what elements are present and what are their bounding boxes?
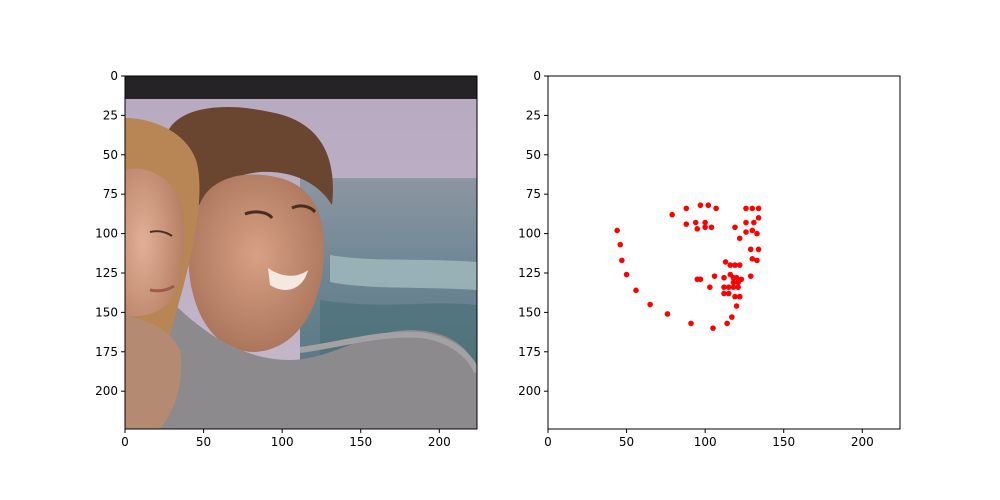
landmark-point [669, 211, 675, 218]
landmark-point [725, 284, 732, 290]
landmark-point [697, 276, 704, 283]
landmark-point [747, 273, 754, 279]
right-x-tick-label: 0 [544, 435, 552, 449]
right-x-tick-label: 100 [694, 435, 717, 449]
left-x-tick-label: 100 [271, 435, 294, 449]
landmark-point [730, 284, 737, 290]
landmark-point [702, 219, 708, 226]
face-photo [125, 76, 477, 429]
landmark-point [664, 311, 671, 317]
landmark-point [732, 293, 738, 300]
landmark-point [733, 303, 740, 309]
right-x-tick-label: 200 [851, 435, 874, 449]
right-y-tick-label: 200 [518, 384, 541, 398]
right-x-tick-label: 50 [619, 435, 634, 449]
landmark-point [708, 224, 715, 231]
left-y-axis: 0 25 50 75 100 125 150 175 200 [95, 69, 125, 398]
landmark-point [697, 202, 704, 209]
left-y-tick-label: 0 [110, 69, 118, 83]
landmark-point [692, 219, 699, 226]
landmark-point [749, 227, 756, 234]
landmark-point [732, 262, 738, 268]
landmark-point [754, 257, 760, 264]
right-y-tick-label: 175 [518, 345, 541, 359]
landmark-point [730, 279, 737, 286]
landmark-point [688, 320, 694, 327]
landmark-point [724, 320, 730, 327]
landmark-point [707, 284, 713, 290]
landmark-point [694, 226, 701, 232]
landmark-point [735, 284, 741, 290]
landmark-points [614, 202, 762, 331]
landmark-point [743, 219, 749, 226]
landmark-point [733, 274, 740, 281]
landmark-point [736, 235, 743, 242]
landmark-point [619, 257, 625, 264]
landmark-point [683, 205, 690, 212]
landmark-point [743, 229, 749, 235]
landmark-point [729, 314, 735, 320]
left-y-tick-label: 25 [103, 108, 118, 122]
landmark-point [743, 205, 749, 212]
right-x-tick-label: 150 [772, 435, 795, 449]
landmark-point [722, 259, 729, 265]
landmark-point [749, 205, 756, 212]
right-y-tick-label: 75 [526, 187, 541, 201]
landmark-point [736, 293, 743, 300]
landmark-point [702, 224, 708, 231]
left-y-tick-label: 125 [95, 266, 118, 280]
left-y-tick-label: 50 [103, 148, 118, 162]
landmark-point [617, 241, 624, 248]
landmark-point [713, 205, 719, 212]
left-axes-frame [124, 75, 478, 430]
right-x-axis: 0 50 100 150 200 [544, 429, 874, 449]
landmark-point [747, 246, 754, 253]
landmark-point [683, 221, 690, 227]
landmark-point [647, 301, 653, 308]
landmark-point [633, 287, 639, 294]
right-y-tick-label: 25 [526, 108, 541, 122]
right-y-tick-label: 150 [518, 305, 541, 319]
left-y-tick-label: 150 [95, 305, 118, 319]
right-y-tick-label: 100 [518, 227, 541, 241]
landmark-point [721, 290, 727, 297]
landmark-point [751, 219, 757, 226]
right-y-tick-label: 125 [518, 266, 541, 280]
landmark-point [711, 273, 718, 279]
landmark-point [721, 274, 727, 281]
landmark-point [755, 215, 762, 221]
landmark-point [614, 227, 620, 234]
landmark-panel: 0 50 100 150 200 0 25 50 75 100 125 150 175 200 [518, 69, 901, 449]
left-x-tick-label: 50 [196, 435, 211, 449]
landmark-point [755, 205, 762, 212]
landmark-point [755, 246, 762, 253]
landmark-point [705, 202, 712, 209]
landmark-point [721, 284, 727, 290]
photo-panel: 0 50 100 150 200 0 25 50 75 100 125 150 175 200 [95, 69, 478, 449]
landmark-point [749, 256, 756, 262]
left-y-tick-label: 100 [95, 227, 118, 241]
left-y-tick-label: 75 [103, 187, 118, 201]
right-y-axis: 0 25 50 75 100 125 150 175 200 [518, 69, 548, 398]
landmark-point [735, 279, 741, 286]
left-y-tick-label: 200 [95, 384, 118, 398]
landmark-point [623, 271, 630, 278]
left-y-tick-label: 175 [95, 345, 118, 359]
landmark-point [736, 262, 743, 268]
left-x-tick-label: 200 [428, 435, 451, 449]
landmark-point [754, 230, 760, 237]
left-x-axis: 0 50 100 150 200 [121, 429, 451, 449]
landmark-point [727, 262, 734, 268]
left-x-tick-label: 0 [121, 435, 129, 449]
right-y-tick-label: 50 [526, 148, 541, 162]
right-axes-frame [547, 75, 901, 430]
landmark-point [725, 290, 732, 297]
landmark-point [710, 325, 716, 331]
landmark-point [732, 224, 738, 231]
right-y-tick-label: 0 [533, 69, 541, 83]
left-x-tick-label: 150 [349, 435, 372, 449]
